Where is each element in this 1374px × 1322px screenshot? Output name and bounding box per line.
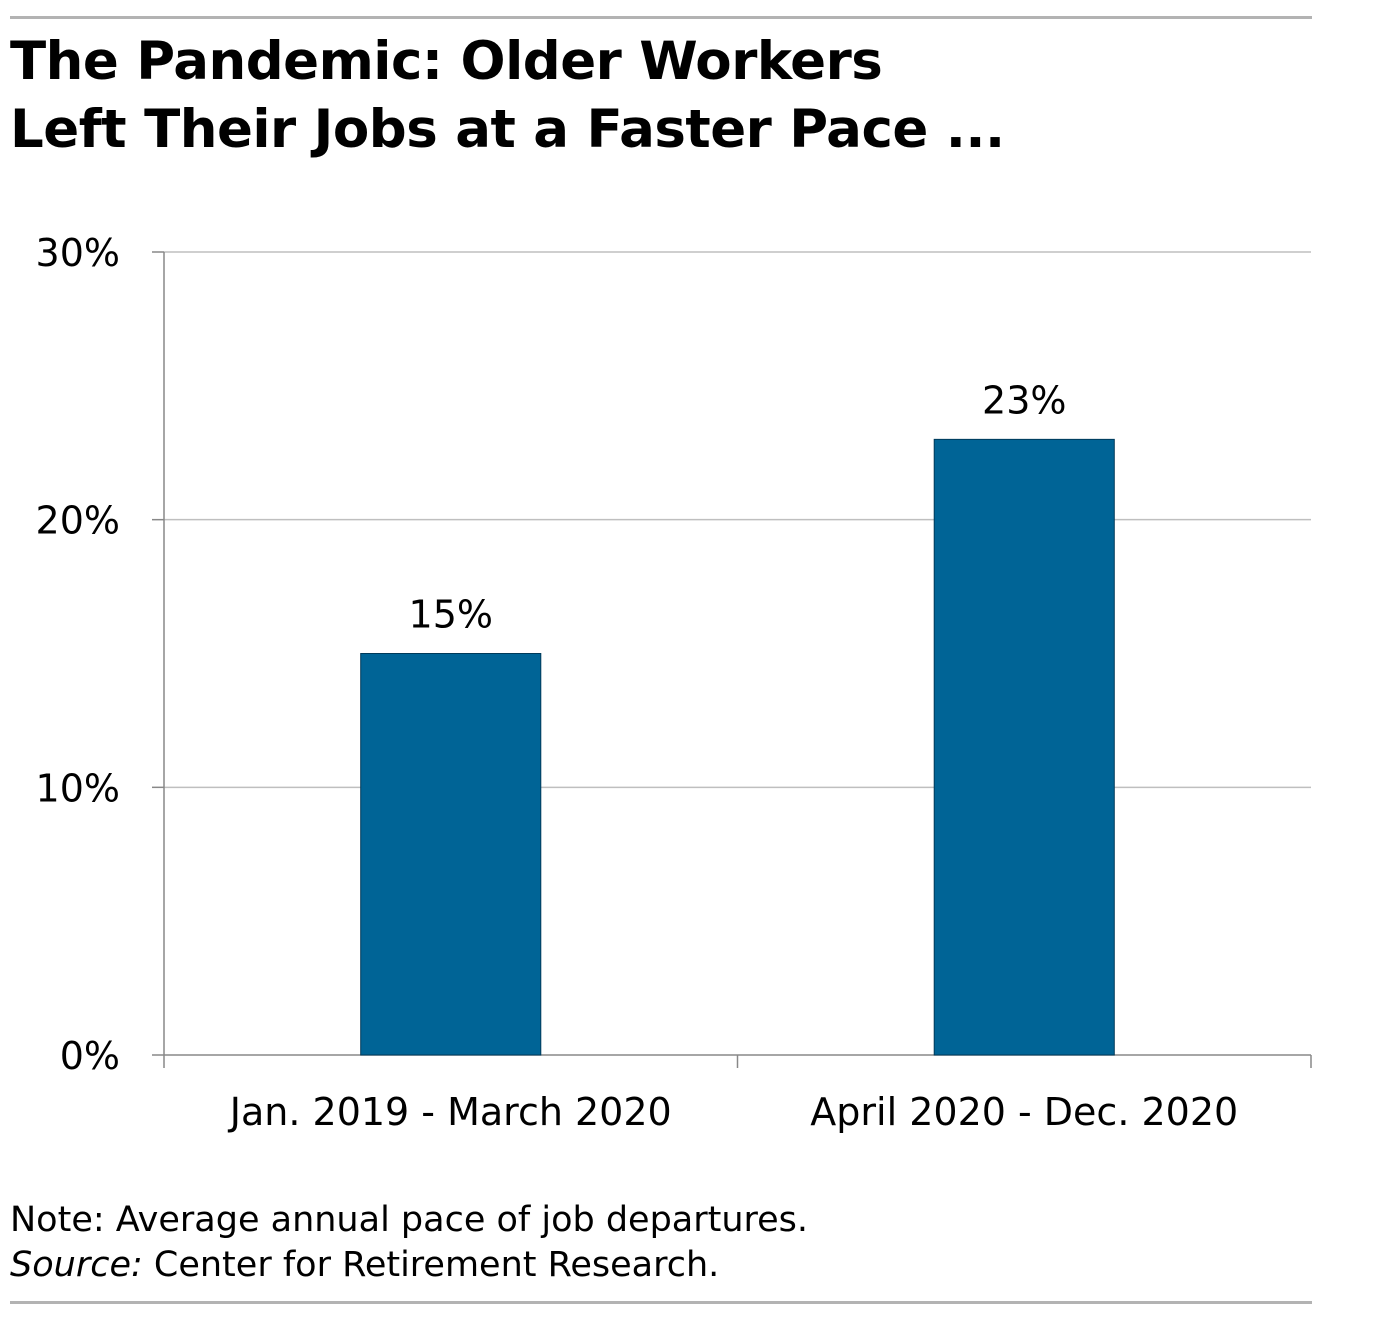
chart-title-line-1: The Pandemic: Older Workers — [10, 31, 883, 92]
source-text: Center for Retirement Research. — [142, 1245, 720, 1285]
chart-note: Note: Average annual pace of job departu… — [10, 1200, 809, 1240]
chart-source: Source: Center for Retirement Research. — [10, 1243, 808, 1288]
y-tick-label: 20% — [36, 499, 120, 543]
top-rule — [10, 16, 1312, 19]
y-tick-label: 30% — [36, 231, 120, 275]
source-label: Source: — [10, 1245, 143, 1285]
x-category-label: April 2020 - Dec. 2020 — [810, 1090, 1238, 1134]
labels: 0% 10% 20% 30% 15% Jan. 2019 - March 2020 23% A… — [36, 231, 1239, 1134]
bar-chart: 0% 10% 20% 30% 15% Jan. 2019 - March 2020 23% A… — [36, 231, 1312, 1134]
chart-title-line-2: Left Their Jobs at a Faster Pace ... — [10, 99, 1005, 160]
data-label: 15% — [409, 593, 493, 637]
bar — [360, 653, 542, 1056]
x-category-label: Jan. 2019 - March 2020 — [228, 1090, 672, 1134]
y-tick-label: 0% — [60, 1034, 120, 1078]
bar — [933, 438, 1115, 1056]
axes — [152, 251, 1312, 1068]
data-label: 23% — [982, 378, 1066, 422]
y-tick-label: 10% — [36, 766, 120, 810]
bottom-rule — [10, 1301, 1312, 1304]
chart-notes: Note: Average annual pace of job departu… — [10, 1198, 808, 1288]
bars — [360, 438, 1115, 1056]
chart-title: The Pandemic: Older Workers Left Their J… — [10, 28, 1005, 164]
gridlines — [164, 251, 1311, 789]
